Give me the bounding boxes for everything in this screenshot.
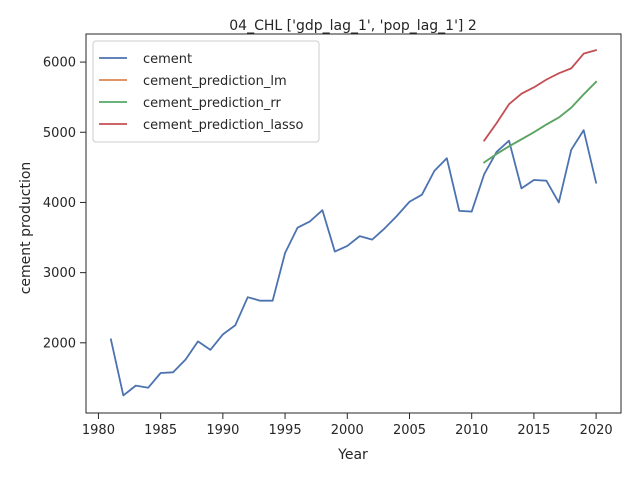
series-line-cement-prediction-lasso <box>483 49 598 142</box>
chart-title: 04_CHL ['gdp_lag_1', 'pop_lag_1'] 2 <box>229 18 476 34</box>
y-tick-label: 5000 <box>43 126 76 141</box>
legend-box <box>92 40 320 143</box>
x-tick-label: 1985 <box>144 423 177 438</box>
legend-label-prediction-lasso: cement_prediction_lasso <box>143 118 303 133</box>
x-axis-ticks: 1980 1985 1990 1995 2000 2005 2010 2015 2020 <box>82 413 613 438</box>
legend: cement cement_prediction_lm cement_predi… <box>92 40 320 143</box>
legend-label-prediction-rr: cement_prediction_rr <box>143 96 281 111</box>
legend-label-cement: cement <box>143 52 192 67</box>
series-line-cement-prediction-rr <box>483 80 598 164</box>
x-tick-label: 2010 <box>455 423 488 438</box>
x-tick-label: 2000 <box>331 423 364 438</box>
y-tick-label: 4000 <box>43 196 76 211</box>
x-tick-label: 1980 <box>82 423 115 438</box>
legend-label-prediction-lm: cement_prediction_lm <box>143 74 287 89</box>
plot-frame <box>85 33 622 414</box>
y-tick-label: 3000 <box>43 266 76 281</box>
x-tick-label: 2005 <box>393 423 426 438</box>
x-axis-label: Year <box>337 447 368 463</box>
y-axis-ticks: 2000 3000 4000 5000 6000 <box>43 56 86 351</box>
x-tick-label: 2015 <box>517 423 550 438</box>
x-tick-label: 2020 <box>580 423 613 438</box>
x-tick-label: 1990 <box>206 423 239 438</box>
y-tick-label: 2000 <box>43 336 76 351</box>
y-axis-label: cement production <box>18 162 34 295</box>
y-tick-label: 6000 <box>43 56 76 71</box>
series-lines <box>109 49 598 397</box>
series-line-cement <box>109 129 598 397</box>
x-tick-label: 1995 <box>269 423 302 438</box>
